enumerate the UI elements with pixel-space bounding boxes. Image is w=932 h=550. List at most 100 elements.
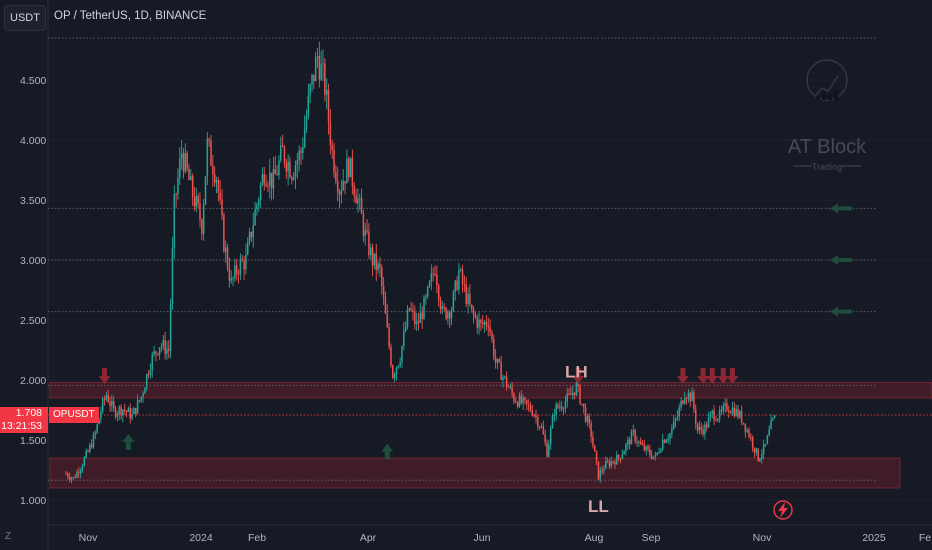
candle-body xyxy=(285,162,288,172)
candle-body xyxy=(136,400,139,414)
candle-body xyxy=(728,410,730,413)
corner-label[interactable]: Z xyxy=(5,531,12,542)
candle-body xyxy=(515,401,517,403)
candle-body xyxy=(302,147,304,153)
candle-body xyxy=(78,471,80,474)
candle-body xyxy=(531,410,534,416)
candle-body xyxy=(568,393,570,395)
candle-body xyxy=(197,195,199,204)
symbol-price-tag: OPUSDT xyxy=(49,407,99,424)
candle-body xyxy=(175,193,177,195)
candle-body xyxy=(643,444,646,451)
x-tick-label: Nov xyxy=(753,532,772,544)
candle-body xyxy=(493,338,495,357)
logo-bar xyxy=(822,92,826,100)
candle-body xyxy=(338,192,341,195)
candle-body xyxy=(65,473,67,475)
candle-body xyxy=(270,172,273,189)
candle-body xyxy=(157,353,159,355)
up-arrow-shaft xyxy=(384,451,390,460)
candle-body xyxy=(373,253,376,266)
down-arrow-shaft xyxy=(102,368,108,376)
candle-body xyxy=(467,293,469,304)
candle-body xyxy=(358,197,361,199)
left-arrow-head xyxy=(830,306,838,317)
event-flag-icon[interactable] xyxy=(773,500,793,520)
at-block-logo xyxy=(806,59,848,101)
candle-body xyxy=(616,454,618,465)
candle-body xyxy=(529,405,532,411)
candle-body xyxy=(325,89,328,95)
down-arrow-shaft xyxy=(720,368,726,376)
currency-button[interactable]: USDT xyxy=(4,5,46,31)
candle-body xyxy=(516,402,519,407)
candle-body xyxy=(292,176,295,180)
candle-body xyxy=(450,310,453,319)
candle-body xyxy=(560,406,563,409)
candle-body xyxy=(98,418,100,425)
candle-body xyxy=(316,56,319,58)
candle-body xyxy=(674,418,677,422)
candle-body xyxy=(524,397,526,400)
down-arrow-head xyxy=(676,376,689,384)
candle-body xyxy=(672,421,675,429)
candle-body xyxy=(381,267,383,286)
down-arrow xyxy=(726,368,739,384)
candle-body xyxy=(193,196,196,207)
candle-body xyxy=(76,471,78,478)
down-arrow xyxy=(717,368,730,384)
candle-body xyxy=(355,195,357,204)
candle-body xyxy=(526,399,528,405)
candle-body xyxy=(601,470,603,472)
candle-body xyxy=(180,153,183,159)
candle-body xyxy=(237,273,240,275)
candle-body xyxy=(89,444,91,452)
candle-body xyxy=(261,174,264,185)
candle-body xyxy=(221,199,223,215)
candle-body xyxy=(726,403,728,411)
candle-body xyxy=(599,470,602,480)
candle-body xyxy=(252,225,254,238)
candle-body xyxy=(388,327,390,347)
x-tick-label: 2025 xyxy=(862,532,886,544)
candle-body xyxy=(706,424,708,428)
logo-circle xyxy=(806,59,848,101)
candle-body xyxy=(314,57,317,82)
candle-body xyxy=(408,308,411,311)
candle-body xyxy=(101,398,104,412)
candle-body xyxy=(239,259,242,274)
candle-body xyxy=(140,396,142,401)
candle-body xyxy=(162,339,165,347)
candle-body xyxy=(698,426,701,431)
candle-body xyxy=(750,436,752,438)
candle-body xyxy=(575,382,578,395)
candles xyxy=(65,41,776,484)
down-arrow-shaft xyxy=(575,368,581,376)
down-arrow-head xyxy=(572,376,585,384)
candle-body xyxy=(586,416,589,422)
up-arrow-head xyxy=(122,434,135,442)
candle-body xyxy=(720,410,723,412)
candle-body xyxy=(461,269,464,284)
candle-body xyxy=(362,214,365,236)
up-arrow xyxy=(381,443,394,460)
candle-body xyxy=(333,149,335,173)
x-tick-label: 2024 xyxy=(189,532,213,544)
candle-body xyxy=(85,450,87,458)
candle-body xyxy=(322,63,324,65)
candle-body xyxy=(584,407,587,422)
candle-body xyxy=(513,393,515,402)
candle-body xyxy=(505,376,508,387)
candle-body xyxy=(491,332,493,339)
candle-body xyxy=(504,376,506,378)
candle-body xyxy=(219,192,221,200)
candle-body xyxy=(278,160,280,176)
candle-body xyxy=(412,309,414,312)
candle-body xyxy=(605,461,607,469)
candle-body xyxy=(228,267,231,281)
candle-body xyxy=(676,416,679,419)
candle-body xyxy=(500,362,502,380)
candle-body xyxy=(731,407,734,414)
candle-body xyxy=(570,393,572,395)
